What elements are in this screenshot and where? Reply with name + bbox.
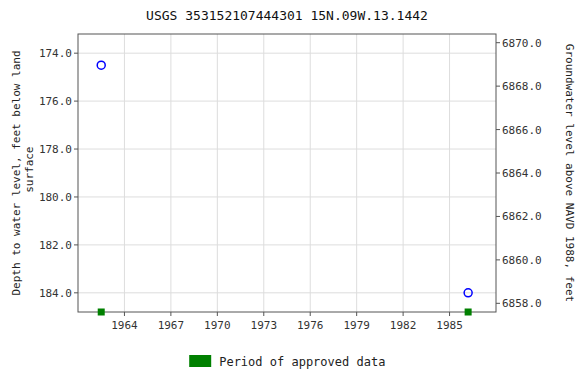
y2-tick: [496, 173, 500, 174]
grid-line: [170, 34, 171, 312]
y-axis-label: Depth to water level, feet below land su…: [10, 50, 36, 295]
x-tick: [403, 312, 404, 316]
point: [464, 289, 472, 297]
grid-line: [403, 34, 404, 312]
y2-tick: [496, 42, 500, 43]
legend-swatch: [189, 355, 211, 367]
y-axis-label-line: surface: [23, 147, 36, 200]
x-tick-label: 1973: [251, 319, 278, 332]
grid-line: [449, 34, 450, 312]
y2-tick-label: 6858.0: [502, 297, 542, 310]
grid-line: [78, 101, 496, 102]
x-tick-label: 1970: [204, 319, 231, 332]
grid-line: [217, 34, 218, 312]
legend: Period of approved data: [189, 355, 385, 369]
x-tick: [356, 312, 357, 316]
y2-tick-label: 6864.0: [502, 167, 542, 180]
grid-line: [78, 244, 496, 245]
plot-frame: [78, 34, 496, 312]
y-tick-label: 184.0: [39, 287, 72, 300]
x-tick: [217, 312, 218, 316]
y2-tick: [496, 129, 500, 130]
y-tick-label: 182.0: [39, 239, 72, 252]
x-tick-label: 1982: [390, 319, 417, 332]
y2-tick-label: 6866.0: [502, 124, 542, 137]
y2-tick-label: 6862.0: [502, 210, 542, 223]
grid-line: [124, 34, 125, 312]
x-tick-label: 1964: [111, 319, 138, 332]
series: [98, 309, 472, 316]
y2-tick: [496, 259, 500, 260]
title: USGS 353152107444301 15N.09W.13.1442: [146, 8, 428, 23]
point: [97, 61, 105, 69]
y-tick: [74, 53, 78, 54]
y-tick: [74, 149, 78, 150]
grid-line: [78, 53, 496, 54]
y2-tick: [496, 86, 500, 87]
x-tick: [263, 312, 264, 316]
grid-line: [310, 34, 311, 312]
y2-axis-label: Groundwater level above NAVD 1988, feet: [563, 44, 576, 302]
y2-tick: [496, 216, 500, 217]
square-marker: [98, 309, 105, 316]
y2-tick-label: 6868.0: [502, 80, 542, 93]
square-marker: [465, 309, 472, 316]
y-tick: [74, 244, 78, 245]
y-tick-label: 178.0: [39, 143, 72, 156]
x-tick-label: 1979: [343, 319, 370, 332]
grid: [78, 34, 496, 312]
x-tick-label: 1967: [158, 319, 185, 332]
grid-line: [356, 34, 357, 312]
y-tick: [74, 292, 78, 293]
y-tick-label: 174.0: [39, 47, 72, 60]
x-tick: [124, 312, 125, 316]
x-tick-label: 1985: [436, 319, 463, 332]
chart: 1964 1967 1970 1973 1976 1979 1982 1985 174.0 176…: [0, 0, 576, 384]
y2-tick: [496, 303, 500, 304]
y-tick: [74, 101, 78, 102]
plot-area: [97, 61, 472, 297]
y2-tick-label: 6860.0: [502, 254, 542, 267]
grid-line: [78, 149, 496, 150]
y2-tick-label: 6870.0: [502, 37, 542, 50]
grid-line: [78, 292, 496, 293]
y-tick: [74, 196, 78, 197]
x-tick: [310, 312, 311, 316]
y-tick-label: 176.0: [39, 95, 72, 108]
legend-label: Period of approved data: [219, 355, 385, 369]
x-tick: [170, 312, 171, 316]
grid-line: [78, 196, 496, 197]
y-axis-label-line: Depth to water level, feet below land: [10, 50, 23, 295]
grid-line: [263, 34, 264, 312]
x-tick: [449, 312, 450, 316]
y-tick-label: 180.0: [39, 191, 72, 204]
x-tick-label: 1976: [297, 319, 324, 332]
series: [97, 61, 472, 297]
